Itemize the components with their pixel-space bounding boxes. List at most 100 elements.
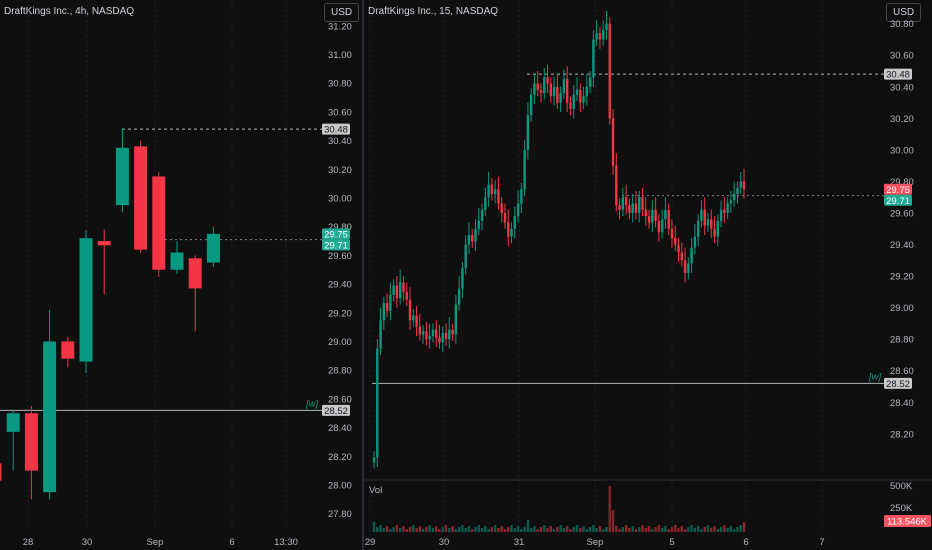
price-tag-bg — [884, 377, 912, 389]
volume-bar — [526, 520, 530, 532]
volume-bar — [742, 522, 746, 532]
candle-body — [526, 115, 530, 150]
currency-button-right[interactable]: USD — [886, 3, 922, 22]
candle-body — [644, 209, 647, 217]
volume-bar — [418, 526, 422, 532]
volume-bar — [549, 526, 553, 532]
candle-body — [559, 93, 562, 103]
candle-body — [647, 216, 651, 223]
price-tag-bg — [884, 183, 912, 195]
volume-bar — [693, 528, 697, 532]
x-tick-label: 29 — [365, 537, 376, 548]
price-tag-label: 30.48 — [886, 70, 910, 81]
volume-bar — [451, 526, 454, 532]
y-tick-label: 27.80 — [328, 509, 352, 520]
candle-body — [556, 86, 559, 103]
candle-body — [683, 260, 687, 273]
price-tag-bg — [884, 194, 912, 206]
volume-bar — [444, 525, 448, 532]
x-tick-label: 6 — [743, 537, 748, 548]
price-tag-label: 28.52 — [324, 406, 348, 417]
candle-body — [624, 197, 628, 206]
candlestick-chart-15m[interactable]: 28.20 28.40 28.60 28.80 29.00 29.20 29.40 29.60… — [364, 0, 932, 550]
volume-bar — [412, 525, 415, 532]
volume-bar — [497, 528, 500, 532]
candle-body — [716, 220, 720, 237]
volume-bar — [703, 527, 706, 532]
candle-body — [552, 86, 556, 97]
candle-body — [503, 212, 507, 223]
candle-body — [408, 299, 412, 321]
candle-body — [493, 189, 497, 195]
candle-body — [687, 263, 690, 273]
candle-body — [402, 282, 405, 292]
y-tick-label: 31.20 — [328, 21, 352, 32]
candle-body — [97, 241, 111, 246]
chart-panel-4h[interactable]: DraftKings Inc., 4h, NASDAQ USD 27.80 28.… — [0, 0, 362, 550]
x-tick-label: 5 — [669, 537, 674, 548]
candle-body — [0, 463, 2, 481]
volume-bar — [398, 528, 402, 532]
volume-bar — [667, 529, 670, 532]
candlestick-chart-4h[interactable]: 27.80 28.00 28.20 28.40 28.60 28.80 29.00 29.20… — [0, 0, 362, 550]
x-tick-label: 30 — [82, 537, 93, 548]
volume-bar — [605, 527, 608, 532]
volume-bar — [624, 525, 628, 532]
y-tick-label: 30.00 — [328, 194, 352, 205]
volume-bar — [552, 529, 556, 532]
volume-bar — [687, 527, 690, 532]
volume-bar — [376, 527, 379, 532]
x-tick-label: 28 — [23, 537, 34, 548]
y-tick-label: 28.20 — [328, 452, 352, 463]
volume-bar — [628, 528, 631, 532]
candle-body — [480, 209, 484, 221]
candle-body — [398, 282, 402, 299]
volume-bar — [536, 529, 539, 532]
volume-bar — [431, 528, 435, 532]
candle-body — [611, 118, 615, 166]
candle-body — [395, 285, 399, 299]
y-tick-label: 30.20 — [328, 165, 352, 176]
candle-body — [451, 329, 454, 335]
candle-body — [572, 94, 575, 109]
volume-bar — [638, 527, 641, 532]
currency-button-left[interactable]: USD — [324, 3, 360, 22]
chart-panel-15m[interactable]: DraftKings Inc., 15, NASDAQ USD 28.20 28.… — [364, 0, 932, 550]
candle-body — [608, 23, 611, 119]
candle-body — [667, 209, 670, 229]
pane-divider[interactable] — [362, 0, 364, 550]
volume-bar — [674, 525, 677, 532]
volume-bar — [395, 525, 399, 532]
candle-body — [621, 197, 625, 210]
candle-body — [736, 187, 739, 195]
volume-bar — [615, 526, 618, 532]
candle-body — [654, 209, 657, 221]
volume-bar — [582, 526, 585, 532]
candle-body — [412, 315, 415, 321]
volume-bar — [654, 527, 657, 532]
price-tag-bg — [322, 404, 350, 416]
volume-bar — [670, 527, 674, 532]
candle-body — [435, 329, 438, 338]
volume-bar — [533, 526, 536, 532]
candle-body — [428, 336, 431, 340]
x-tick-label: 31 — [514, 537, 525, 548]
y-tick-label: 30.60 — [890, 51, 914, 62]
volume-bar — [546, 528, 549, 532]
candle-body — [732, 194, 736, 201]
volume-bar — [408, 527, 412, 532]
y-tick-label: 29.20 — [328, 308, 352, 319]
volume-bar — [729, 526, 733, 532]
candle-body — [507, 222, 510, 237]
candle-body — [536, 83, 539, 90]
candle-body — [579, 89, 582, 103]
candle-body — [170, 252, 184, 270]
chart-title-15m: DraftKings Inc., 15, NASDAQ — [368, 6, 499, 17]
x-tick-label: 7 — [819, 537, 824, 548]
candle-body — [392, 285, 395, 296]
volume-bar — [379, 525, 382, 532]
y-tick-label: 29.60 — [890, 208, 914, 219]
price-tag-bg — [322, 239, 350, 251]
volume-bar — [634, 529, 638, 532]
candle-body — [24, 413, 38, 471]
